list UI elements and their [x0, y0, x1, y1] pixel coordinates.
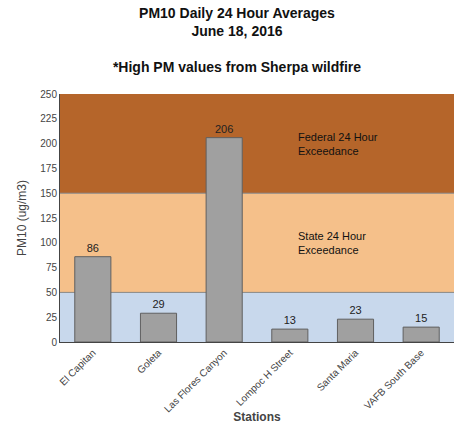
svg-text:75: 75 [46, 262, 58, 273]
svg-text:150: 150 [40, 188, 57, 199]
svg-text:State 24 HourExceedance: State 24 HourExceedance [298, 230, 366, 256]
svg-text:50: 50 [46, 287, 58, 298]
svg-text:250: 250 [40, 89, 57, 100]
svg-text:0: 0 [51, 337, 57, 348]
svg-text:Stations: Stations [233, 410, 281, 424]
svg-text:100: 100 [40, 237, 57, 248]
svg-text:29: 29 [152, 298, 164, 310]
svg-text:Goleta: Goleta [135, 347, 164, 376]
svg-text:200: 200 [40, 138, 57, 149]
svg-text:PM10 Daily 24 Hour AveragesJun: PM10 Daily 24 Hour AveragesJune 18, 2016… [113, 5, 361, 76]
svg-text:PM10 (ug/m3): PM10 (ug/m3) [15, 180, 29, 256]
svg-text:Lompoc H Street: Lompoc H Street [234, 347, 295, 408]
svg-text:Santa Maria: Santa Maria [315, 347, 361, 393]
svg-text:13: 13 [284, 314, 296, 326]
svg-text:86: 86 [87, 242, 99, 254]
svg-text:125: 125 [40, 213, 57, 224]
svg-text:Federal 24 HourExceedance: Federal 24 HourExceedance [298, 131, 378, 157]
svg-text:225: 225 [40, 113, 57, 124]
svg-text:Las Flores Canyon: Las Flores Canyon [162, 347, 229, 414]
svg-text:VAFB South Base: VAFB South Base [362, 347, 427, 412]
svg-text:15: 15 [415, 312, 427, 324]
svg-text:206: 206 [215, 123, 233, 135]
svg-text:El Capitan: El Capitan [57, 347, 97, 387]
svg-text:23: 23 [349, 304, 361, 316]
svg-text:175: 175 [40, 163, 57, 174]
svg-text:25: 25 [46, 312, 58, 323]
